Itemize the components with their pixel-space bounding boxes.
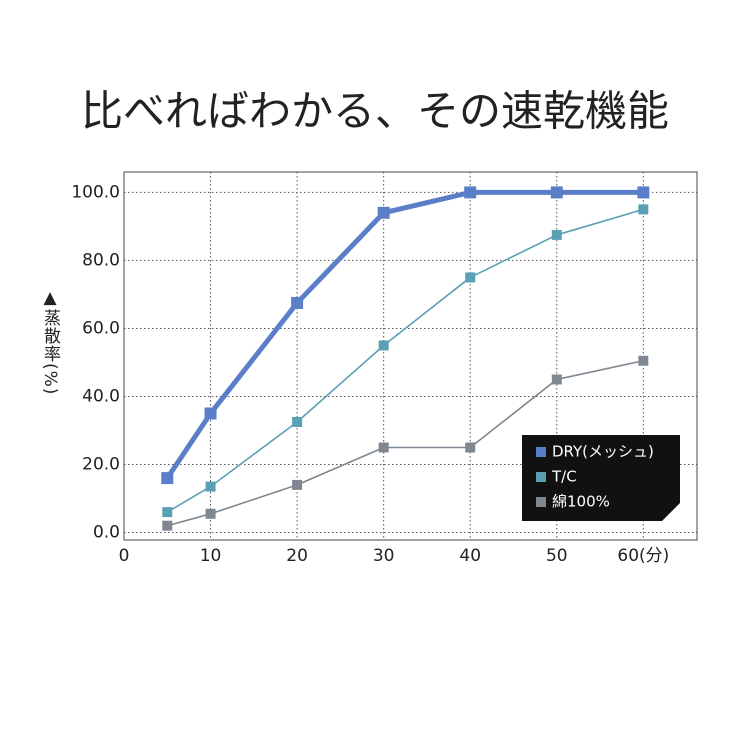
legend-swatch <box>536 472 546 482</box>
data-point <box>465 442 476 453</box>
data-point <box>162 507 173 518</box>
x-tick-label: 10 <box>200 546 222 566</box>
y-axis-label: ▲蒸散率(%) <box>40 288 61 395</box>
data-point <box>162 520 173 531</box>
data-point <box>204 407 217 420</box>
legend-label: T/C <box>551 468 577 486</box>
y-tick-label: 80.0 <box>82 250 120 270</box>
data-point <box>205 508 216 519</box>
x-tick-label: 40 <box>459 546 481 566</box>
legend-label: 綿100% <box>552 493 610 511</box>
x-tick-label: 60(分) <box>617 546 669 566</box>
data-point <box>205 481 216 492</box>
y-tick-label: 40.0 <box>82 386 120 406</box>
data-point <box>292 416 303 427</box>
legend-box <box>522 435 680 521</box>
data-point <box>292 479 303 490</box>
data-point <box>378 340 389 351</box>
x-tick-label: 0 <box>119 546 130 566</box>
data-point <box>637 186 650 199</box>
legend-swatch <box>536 447 546 457</box>
data-point <box>465 272 476 283</box>
y-tick-label: 100.0 <box>71 182 120 202</box>
data-point <box>551 374 562 385</box>
data-point <box>550 186 563 199</box>
data-point <box>464 186 477 199</box>
chart-title: 比べればわかる、その速乾機能 <box>81 87 669 136</box>
data-point <box>551 229 562 240</box>
x-tick-label: 20 <box>286 546 308 566</box>
x-tick-label: 50 <box>546 546 568 566</box>
y-tick-label: 60.0 <box>82 318 120 338</box>
legend: DRY(メッシュ) T/C 綿100% <box>522 435 680 521</box>
legend-label: DRY(メッシュ) <box>552 443 654 461</box>
x-tick-label: 30 <box>373 546 395 566</box>
legend-swatch <box>536 497 546 507</box>
y-tick-label: 20.0 <box>82 454 120 474</box>
data-point <box>377 206 390 219</box>
data-point <box>638 204 649 215</box>
data-point <box>161 472 174 485</box>
y-tick-label: 0.0 <box>93 523 120 543</box>
data-point <box>638 355 649 366</box>
plot-frame <box>123 171 698 541</box>
data-point <box>378 442 389 453</box>
data-point <box>291 296 304 309</box>
